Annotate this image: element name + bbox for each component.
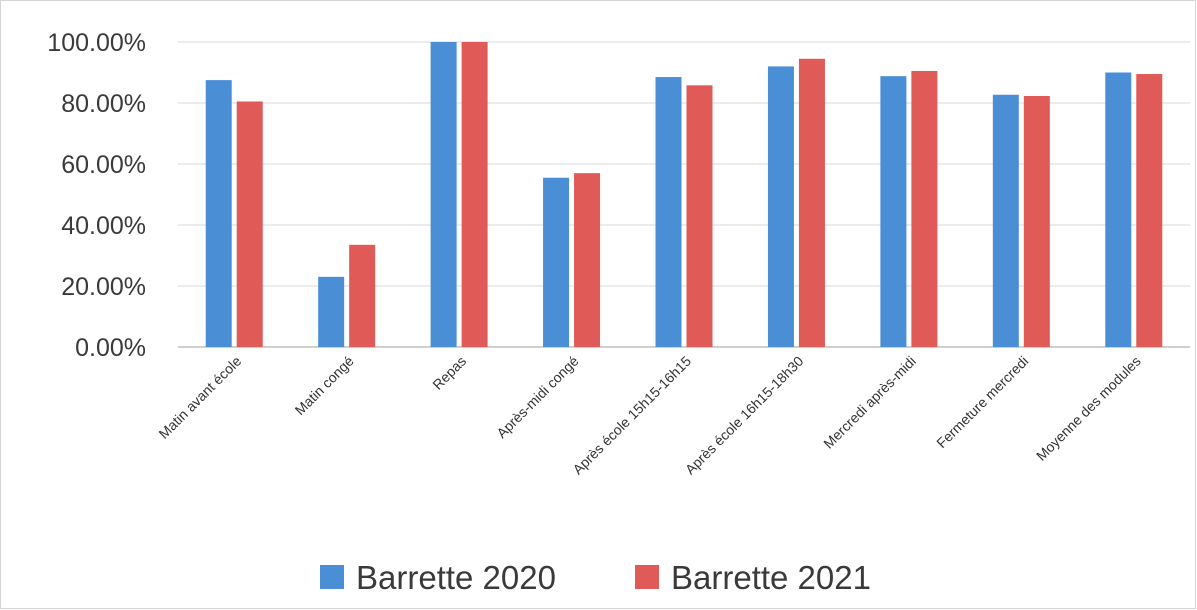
legend-label-2020: Barrette 2020: [356, 559, 556, 596]
bar-2020: [767, 66, 794, 348]
legend: Barrette 2020 Barrette 2021: [320, 559, 871, 596]
bar-2021: [686, 85, 713, 347]
bar-2020: [992, 94, 1019, 347]
bar-2021: [236, 101, 263, 347]
bar-2020: [880, 76, 907, 347]
y-axis-tick-labels: 0.00% 20.00% 40.00% 60.00% 80.00% 100.00%: [47, 29, 146, 362]
bars: [205, 42, 1163, 348]
bar-2020: [205, 80, 232, 347]
y-tick-label: 80.00%: [61, 90, 146, 118]
category-label: Matin avant école: [155, 353, 244, 442]
gridlines: [178, 41, 1190, 348]
legend-label-2021: Barrette 2021: [671, 559, 871, 596]
bar-2020: [430, 42, 457, 347]
bar-2020: [543, 177, 570, 347]
bar-2021: [1136, 74, 1163, 348]
category-label: Moyenne des modules: [1033, 353, 1144, 464]
y-tick-label: 20.00%: [61, 273, 146, 301]
x-axis-category-labels: Matin avant école Matin congé Repas Après-m…: [155, 353, 1143, 478]
bar-2020: [318, 276, 345, 347]
category-label: Après école 16h15-18h30: [682, 353, 807, 478]
bar-2020: [1105, 72, 1132, 347]
bar-2021: [1023, 95, 1050, 347]
y-tick-label: 100.00%: [47, 29, 146, 57]
category-label: Fermeture mercredi: [933, 353, 1031, 451]
legend-swatch-2020: [320, 565, 344, 589]
bar-2021: [349, 244, 376, 347]
bar-2021: [798, 58, 825, 348]
bar-2020: [655, 77, 682, 347]
category-label: Mercredi après-midi: [820, 353, 919, 452]
bar-2021: [911, 70, 938, 347]
y-tick-label: 0.00%: [75, 334, 146, 362]
y-tick-label: 40.00%: [61, 212, 146, 240]
bar-2021: [574, 173, 601, 347]
category-label: Après-midi congé: [493, 353, 581, 441]
category-label: Après école 15h15-16h15: [569, 353, 694, 478]
legend-swatch-2021: [635, 565, 659, 589]
bar-2021: [461, 42, 488, 347]
y-tick-label: 60.00%: [61, 151, 146, 179]
category-label: Matin congé: [292, 353, 357, 418]
category-label: Repas: [429, 353, 469, 393]
